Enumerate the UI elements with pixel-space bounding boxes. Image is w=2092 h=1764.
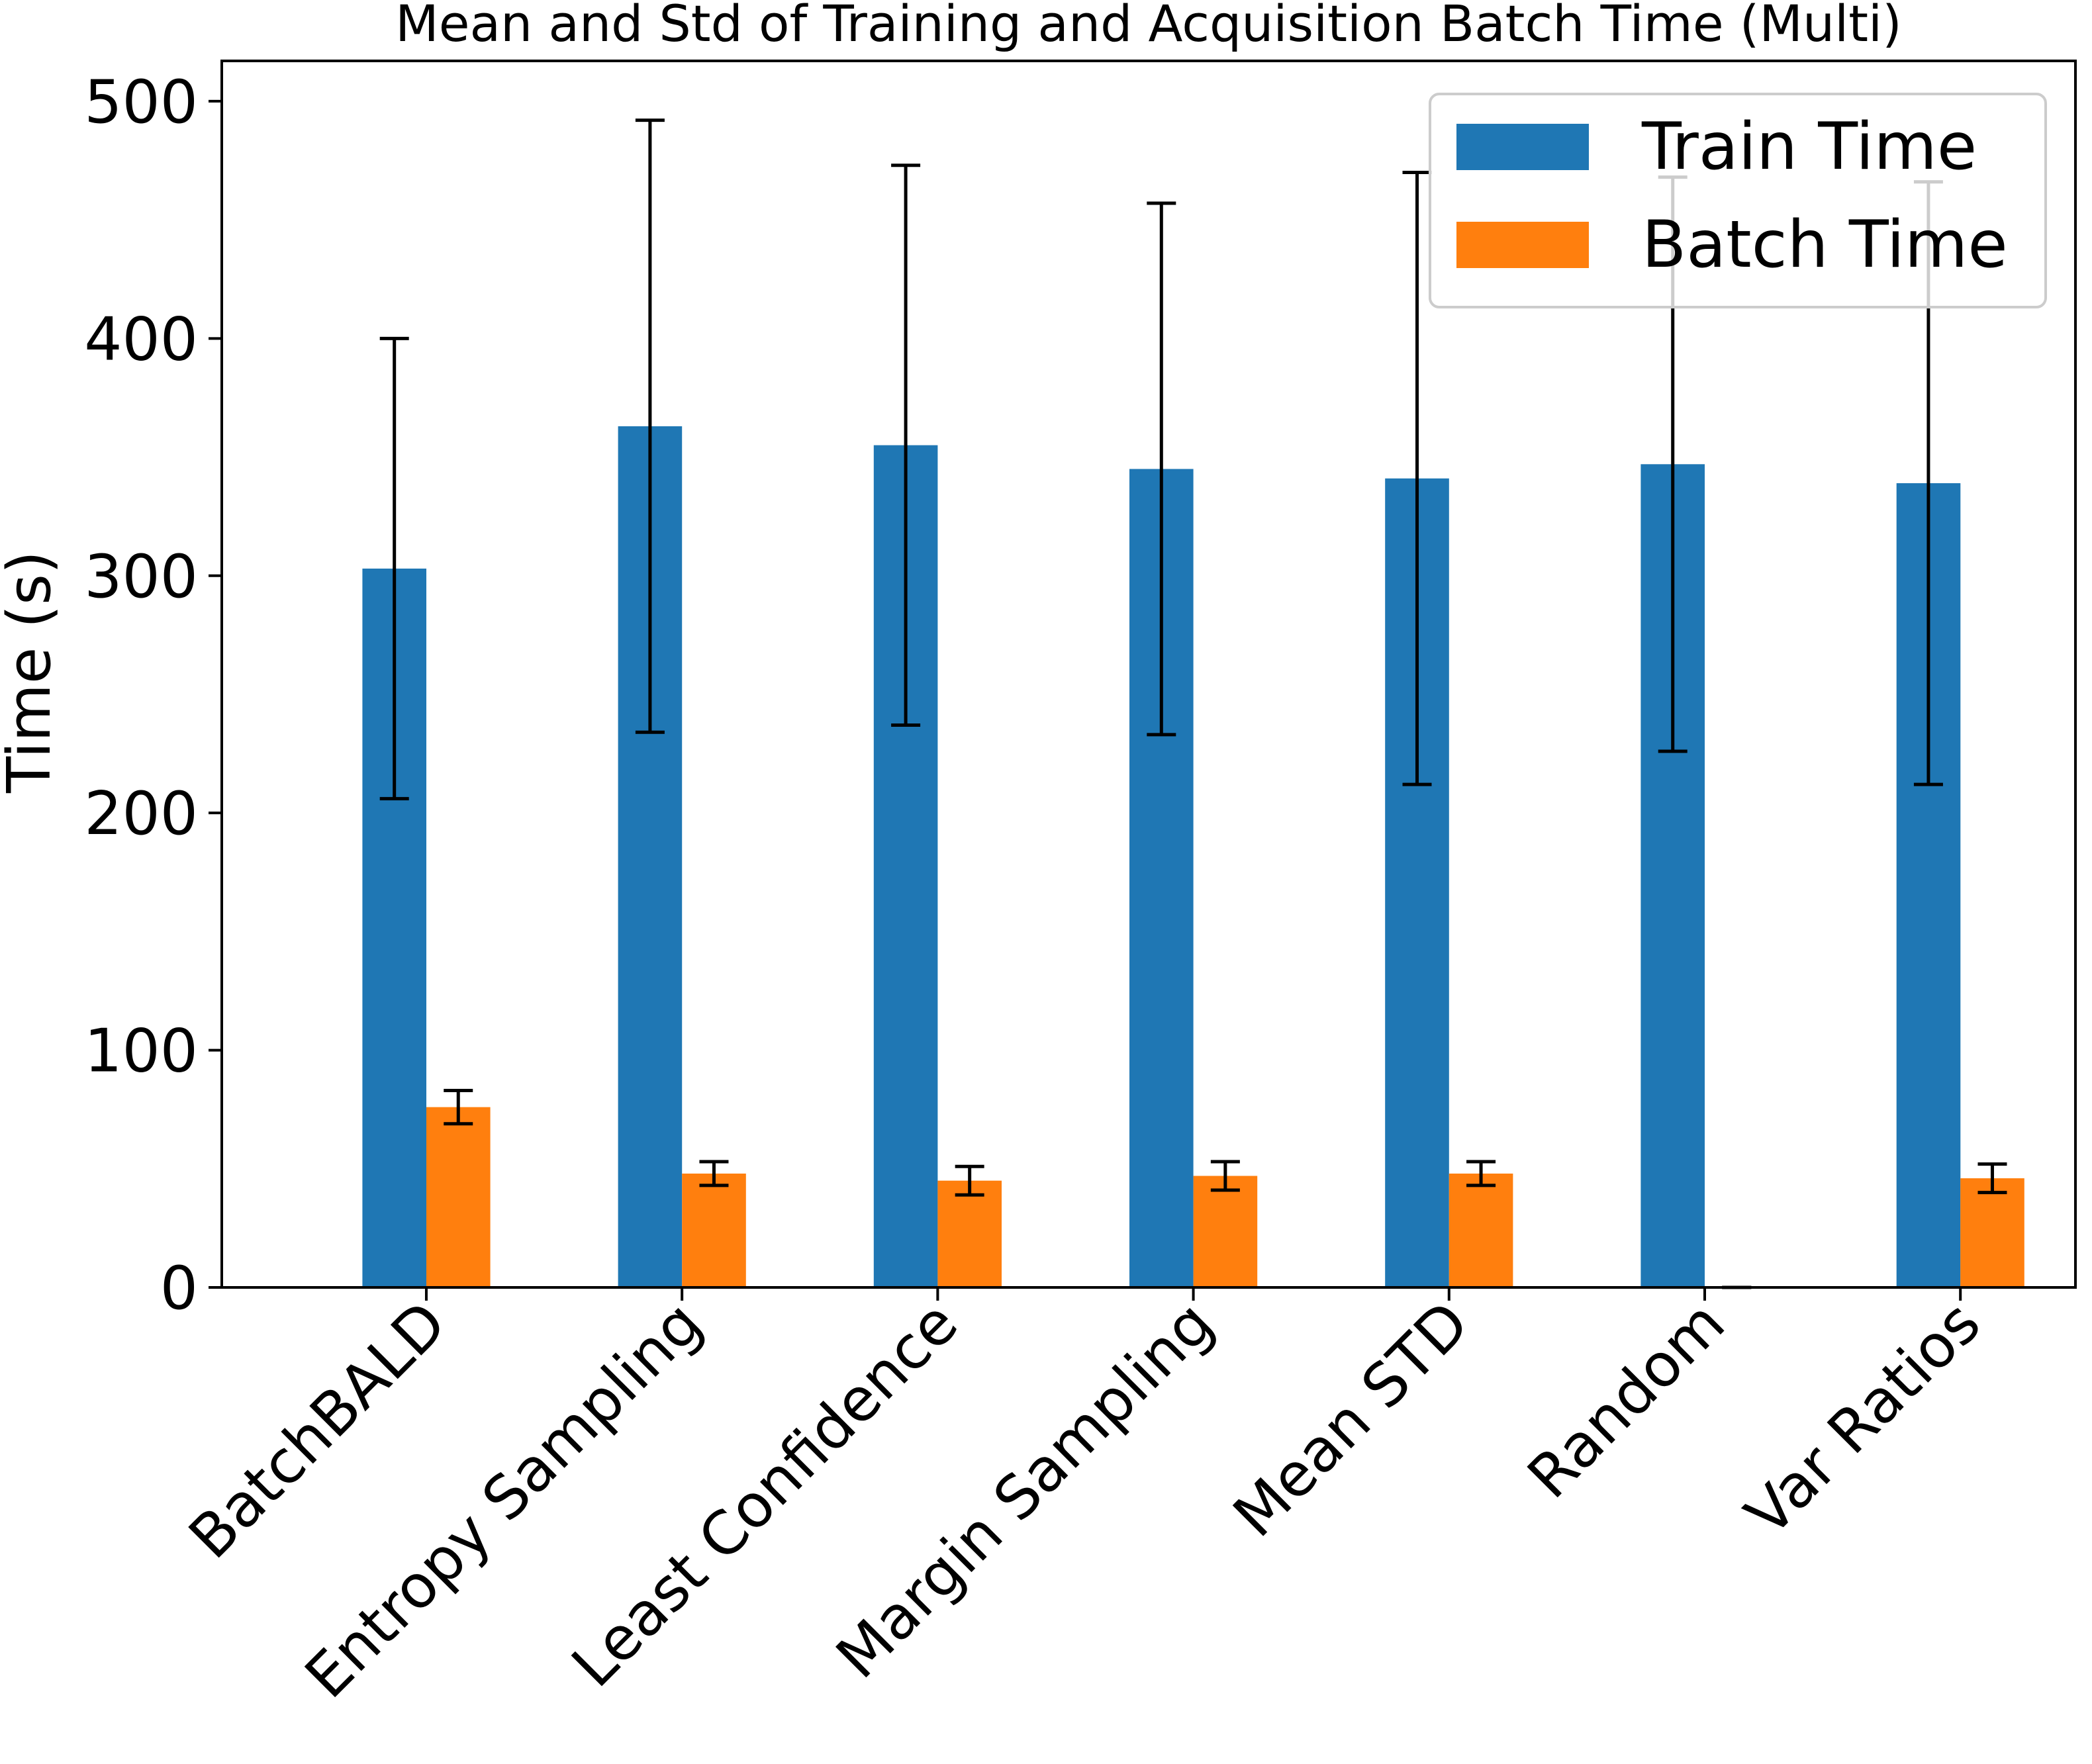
- legend-label-0: Train Time: [1641, 109, 1977, 185]
- legend: Train Time Batch Time: [1429, 93, 2047, 308]
- y-axis-label: Time (s): [0, 551, 64, 794]
- error-bars-layer: [379, 118, 2007, 1289]
- bar-batch-2: [937, 1180, 1002, 1287]
- y-tick-label-0: 0: [160, 1254, 198, 1323]
- error-bar-batch-3: [1210, 1160, 1240, 1192]
- y-tick-label-4: 400: [84, 304, 198, 374]
- x-tick-label-4: Mean STD: [1220, 1288, 1482, 1550]
- error-bar-batch-6: [1977, 1162, 2007, 1195]
- error-bar-train-4: [1402, 170, 1432, 786]
- bar-batch-1: [682, 1174, 746, 1287]
- x-tick-label-0: BatchBALD: [176, 1288, 460, 1572]
- x-tick-label-5: Random: [1515, 1288, 1738, 1512]
- error-bar-batch-1: [699, 1160, 729, 1187]
- error-bar-batch-0: [444, 1089, 473, 1126]
- error-bar-train-1: [635, 118, 665, 734]
- bar-batch-0: [426, 1107, 491, 1287]
- plot-frame: [220, 60, 2077, 1289]
- error-bar-train-0: [379, 336, 409, 801]
- error-bar-train-2: [891, 163, 921, 727]
- bars-layer: [362, 426, 2024, 1287]
- chart-title: Mean and Std of Training and Acquisition…: [395, 0, 1902, 53]
- bar-batch-3: [1193, 1176, 1258, 1287]
- error-bar-batch-2: [955, 1164, 984, 1197]
- bar-batch-6: [1960, 1178, 2024, 1287]
- legend-swatch-0: [1456, 124, 1589, 170]
- y-tick-label-3: 300: [84, 542, 198, 612]
- y-tick-label-1: 100: [84, 1017, 198, 1086]
- error-bar-train-3: [1147, 201, 1176, 737]
- legend-label-1: Batch Time: [1642, 207, 2008, 283]
- error-bar-batch-4: [1466, 1160, 1496, 1187]
- bar-batch-4: [1449, 1174, 1513, 1287]
- x-tick-label-6: Var Ratios: [1733, 1288, 1994, 1550]
- y-tick-label-2: 200: [84, 779, 198, 849]
- y-tick-label-5: 500: [84, 68, 198, 137]
- legend-swatch-1: [1456, 222, 1589, 268]
